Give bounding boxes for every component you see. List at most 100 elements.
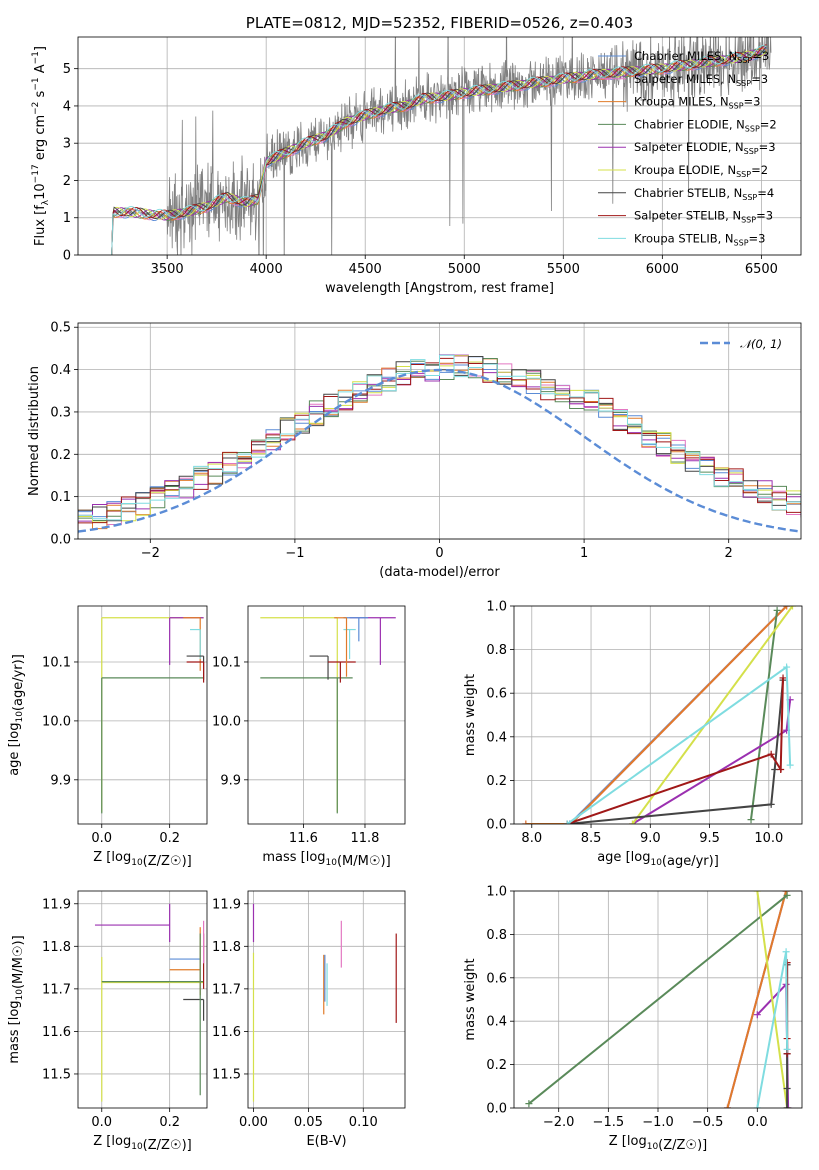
y-tick-label: 0.3 [50,405,71,420]
weight-line-8 [756,951,789,1108]
x-axis-label: age [log10(age/yr)] [597,850,719,869]
y-tick-label: 11.7 [212,982,241,997]
y-tick-label: 0.4 [486,1015,507,1030]
weight-marker [783,663,791,671]
x-tick-label: 6000 [646,262,679,277]
x-tick-label: −1 [285,546,304,561]
y-tick-label: 0.1 [50,490,71,505]
x-tick-label: 2 [725,546,733,561]
y-axis-label: Normed distribution [27,366,42,496]
y-tick-label: 10.0 [212,714,241,729]
weight-marker [782,948,790,956]
x-tick-label: 0.05 [294,1115,323,1130]
grid [514,890,802,1109]
axes-frame [247,605,406,825]
axes-frame [77,605,208,825]
weight-marker [522,820,530,824]
y-tick-label: 0 [63,249,71,264]
y-tick-label: 11.8 [42,940,71,955]
weight-marker [782,891,790,895]
x-tick-label: 0.0 [91,831,112,846]
age-vs-metallicity-panel: 0.0 0.2 9.9 10.0 10.1 Z [log10(Z/Z☉)] age [log… [7,605,208,869]
chart-title: PLATE=0812, MJD=52352, FIBERID=0526, z=0… [246,14,633,32]
x-axis-label: Z [log10(Z/Z☉)] [609,1134,707,1153]
y-tick-label: 0.0 [486,818,507,833]
weight-marker [783,606,791,610]
x-tick-label: −1.5 [593,1115,625,1130]
weight-marker [783,1045,791,1053]
y-tick-label: 0.4 [50,363,71,378]
weight-vs-metallicity-panel: −2.0 −1.5 −1.0 −0.5 0.0 0.0 0.2 0.4 0.6 0.8 1.0 Z [… [463,885,803,1153]
model-line-5 [111,50,767,255]
y-tick-label: 3 [63,137,71,152]
y-tick-label: 0.8 [486,928,507,943]
weight-line-7 [566,677,784,824]
legend-entry: Salpeter STELIB, NSSP=3 [634,209,773,225]
y-tick-label: 1.0 [486,600,507,615]
mass-vs-metallicity-panel: 0.0 0.2 11.5 11.6 11.7 11.8 11.9 Z [log10(Z/Z☉)… [7,890,208,1153]
axes-frame [513,605,803,825]
weight-line-3 [750,610,779,820]
legend-entry: 𝒩(0, 1) [740,337,782,351]
legend-entry: Kroupa ELODIE, NSSP=2 [634,163,768,179]
model-line-8 [111,45,767,255]
x-axis-label: wavelength [Angstrom, rest frame] [325,281,554,296]
x-tick-label: −0.5 [692,1115,724,1130]
y-tick-label: 10.1 [212,655,241,670]
y-tick-label: 10.1 [42,655,71,670]
x-axis-label: (data-model)/error [379,565,500,580]
y-tick-label: 0.2 [486,774,507,789]
x-tick-label: −2.0 [543,1115,575,1130]
lines-group [525,891,792,1108]
spectrum-panel: 3500 4000 4500 5000 5500 6000 6500 0 1 2 3 4 5 wavele… [31,14,802,296]
legend-entry: Chabrier ELODIE, NSSP=2 [634,117,777,133]
points-group [260,617,396,814]
y-axis-label: age [log10(age/yr)] [7,654,26,776]
y-tick-label: 9.9 [220,773,241,788]
y-tick-label: 0.6 [486,971,507,986]
weight-marker [783,1104,791,1108]
y-tick-label: 11.9 [42,897,71,912]
x-tick-label: −2 [141,546,160,561]
x-tick-label: 1 [580,546,588,561]
x-tick-label: 3500 [151,262,184,277]
y-tick-label: 0.8 [486,643,507,658]
histogram-group [78,354,801,535]
y-axis-label: mass weight [463,958,478,1040]
axes-frame [77,890,208,1109]
legend-entry: Salpeter ELODIE, NSSP=3 [634,140,776,156]
weight-marker [767,800,775,808]
legend-entry: Salpeter MILES, NSSP=3 [634,72,768,88]
y-tick-label: 1 [63,211,71,226]
weight-marker [747,816,755,824]
weight-marker [779,674,787,682]
histogram-8 [78,354,801,522]
x-axis-label: Z [log10(Z/Z☉)] [93,850,191,869]
x-tick-label: 4000 [250,262,283,277]
legend-entry: Kroupa MILES, NSSP=3 [634,95,760,111]
legend-entry: Chabrier MILES, NSSP=3 [634,49,769,65]
weight-marker [563,820,571,824]
weight-marker [789,606,797,610]
model-line-4 [111,49,767,255]
x-tick-label: 0.0 [747,1115,768,1130]
y-tick-label: 11.9 [212,897,241,912]
y-tick-label: 11.6 [212,1025,241,1040]
weight-marker [771,766,779,773]
y-tick-label: 9.9 [50,773,71,788]
y-tick-label: 10.0 [42,714,71,729]
x-tick-label: −1.0 [642,1115,674,1130]
weight-line-6 [567,680,784,824]
y-axis-label: mass weight [463,674,478,756]
weight-line-5 [631,606,794,824]
x-tick-label: 0.2 [159,1115,180,1130]
y-tick-label: 0.2 [486,1058,507,1073]
spectrum-data-line [111,37,772,255]
model-line-7 [111,44,767,255]
grid [248,606,405,824]
weight-marker [783,891,791,899]
x-tick-label: 4500 [349,262,382,277]
weight-line-8 [566,665,792,824]
normal-curve [78,368,799,533]
x-tick-label: 9.0 [640,831,661,846]
